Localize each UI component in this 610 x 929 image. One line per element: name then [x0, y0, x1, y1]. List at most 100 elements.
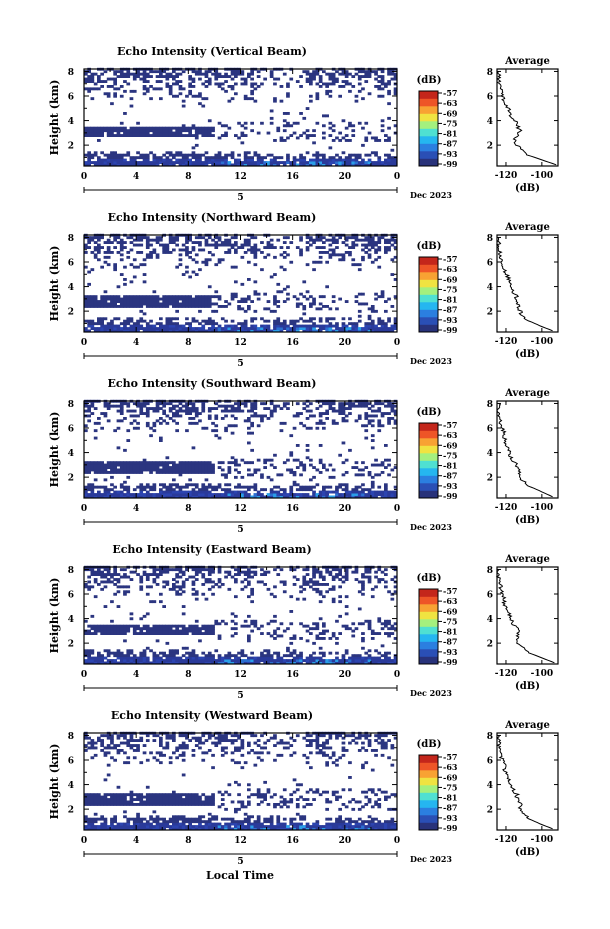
heatmap-cell [299, 161, 303, 164]
heatmap-cell [367, 568, 372, 572]
heatmap-cell [204, 75, 209, 78]
heatmap-cell [100, 741, 104, 745]
heatmap-cell [129, 466, 134, 469]
heatmap-cell [126, 302, 131, 306]
heatmap-cell [374, 659, 378, 662]
heatmap-cell [93, 407, 98, 410]
heatmap-cell [100, 659, 104, 662]
heatmap-cell [132, 322, 137, 326]
date-label: Dec 2023 [410, 688, 452, 698]
x-tick-label: 20 [339, 172, 352, 182]
heatmap-cell [159, 570, 163, 574]
heatmap-cell [87, 488, 91, 492]
heatmap-cell [181, 629, 186, 633]
heatmap-cell [224, 89, 228, 93]
heatmap-cell [286, 661, 290, 665]
heatmap-cell [132, 426, 137, 430]
heatmap-cell [230, 265, 235, 269]
heatmap-cell [370, 404, 375, 408]
heatmap-cell [331, 80, 336, 83]
heatmap-cell [325, 329, 329, 333]
heatmap-cell [370, 475, 375, 479]
heatmap-cell [217, 153, 222, 157]
heatmap-cell [354, 99, 359, 103]
heatmap-cell [207, 285, 212, 289]
heatmap-cell [152, 488, 157, 492]
heatmap-cell [302, 70, 307, 74]
heatmap-cell [142, 158, 147, 162]
heatmap-cell [240, 324, 245, 328]
heatmap-cell [279, 329, 284, 333]
heatmap-cell [204, 466, 209, 469]
heatmap-cell [181, 161, 186, 164]
heatmap-cell [188, 478, 192, 482]
heatmap-cell [100, 246, 104, 249]
heatmap-cell [87, 820, 91, 824]
heatmap-cell [175, 471, 179, 474]
heatmap-cell [325, 412, 329, 415]
heatmap-cell [234, 251, 238, 254]
heatmap-cell [224, 153, 228, 157]
heatmap-cell [260, 251, 264, 254]
heatmap-cell [380, 75, 385, 78]
heatmap-cell [87, 129, 91, 133]
heatmap-cell [351, 153, 356, 157]
heatmap-cell [132, 126, 137, 130]
heatmap-cell [302, 280, 307, 284]
heatmap-cell [220, 495, 225, 499]
heatmap-cell [305, 163, 310, 167]
heatmap-cell [377, 329, 382, 333]
heatmap-cell [93, 795, 98, 799]
heatmap-cell [348, 402, 352, 406]
heatmap-cell [302, 495, 307, 499]
heatmap-cell [119, 302, 124, 306]
heatmap-cell [243, 241, 248, 244]
heatmap-cell [142, 627, 147, 631]
heatmap-cell [331, 82, 336, 86]
heatmap-cell [312, 495, 316, 499]
heatmap-cell [97, 485, 101, 489]
heatmap-cell [217, 637, 222, 640]
heatmap-cell [230, 319, 235, 323]
heatmap-cell [220, 134, 225, 137]
heatmap-cell [129, 617, 134, 621]
heatmap-cell [162, 302, 166, 306]
heatmap-cell [364, 324, 369, 328]
heatmap-cell [136, 75, 140, 78]
heatmap-cell [273, 629, 277, 633]
heatmap-cell [234, 82, 238, 86]
heatmap-cell [194, 468, 199, 472]
heatmap-cell [315, 94, 320, 98]
heatmap-cell [341, 161, 346, 164]
heatmap-cell [165, 295, 170, 299]
heatmap-cell [289, 485, 294, 489]
heatmap-cell [357, 329, 362, 333]
heatmap-cell [132, 158, 137, 162]
heatmap-cell [100, 570, 104, 574]
heatmap-cell [165, 300, 170, 303]
heatmap-cell [162, 605, 166, 608]
heatmap-cell [126, 327, 131, 330]
heatmap-cell [331, 77, 336, 81]
heatmap-cell [230, 246, 235, 249]
x-tick-label: 4 [133, 338, 139, 348]
heatmap-cell [370, 483, 375, 487]
heatmap-cell [380, 129, 385, 133]
heatmap-cell [374, 309, 378, 313]
heatmap-cell [123, 592, 127, 596]
heatmap-cell [132, 624, 137, 628]
heatmap-cell [119, 129, 124, 133]
heatmap-cell [142, 263, 147, 267]
heatmap-cell [230, 661, 235, 665]
heatmap-cell [87, 661, 91, 665]
heatmap-cell [145, 158, 150, 162]
heatmap-cell [256, 297, 261, 301]
heatmap-cell [328, 77, 333, 81]
heatmap-cell [207, 407, 212, 410]
heatmap-cell [90, 156, 95, 160]
heatmap-cell [305, 324, 310, 328]
heatmap-cell [240, 307, 245, 311]
heatmap-cell [305, 444, 310, 447]
heatmap-cell [299, 661, 303, 665]
heatmap-cell [191, 659, 196, 662]
